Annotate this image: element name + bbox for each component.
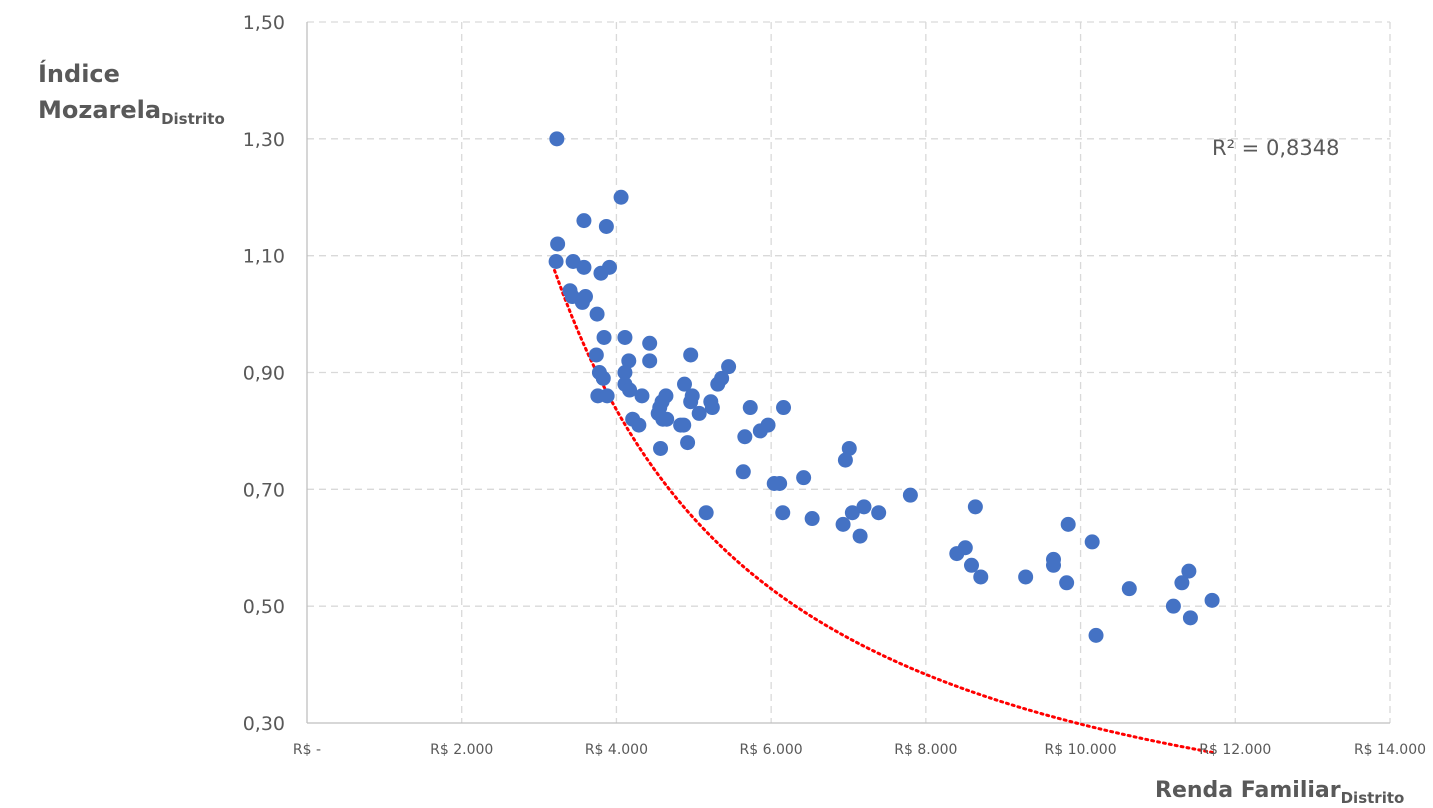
data-point	[1204, 592, 1220, 608]
data-point	[1174, 575, 1190, 591]
y-tick-label: 0,70	[243, 479, 285, 501]
data-point	[902, 487, 918, 503]
data-point	[721, 359, 737, 375]
data-point	[613, 189, 629, 205]
data-point	[1059, 575, 1075, 591]
data-point	[796, 470, 812, 486]
y-tick-label: 0,90	[243, 363, 285, 385]
y-tick-label: 1,50	[243, 12, 285, 34]
trendline-layer	[553, 268, 1218, 755]
data-point	[844, 505, 860, 521]
data-point	[1121, 581, 1137, 597]
data-point	[856, 499, 872, 515]
data-point	[621, 353, 637, 369]
data-point	[776, 400, 792, 416]
x-tick-label: R$ 12.000	[1199, 742, 1271, 758]
data-point	[680, 435, 696, 451]
data-point	[804, 511, 820, 527]
data-point	[1084, 534, 1100, 550]
x-tick-label: R$ 6.000	[740, 742, 803, 758]
x-axis-title: Renda FamiliarDistrito	[1155, 778, 1404, 807]
x-axis-title-subscript: Distrito	[1340, 789, 1405, 807]
data-point	[576, 259, 592, 275]
data-point	[1018, 569, 1034, 585]
data-point	[735, 464, 751, 480]
data-point	[593, 265, 609, 281]
x-tick-label: R$ 4.000	[585, 742, 648, 758]
data-point	[1060, 516, 1076, 532]
data-point	[1181, 563, 1197, 579]
data-point	[550, 236, 566, 252]
data-point	[598, 218, 614, 234]
x-axis-title-main: Renda Familiar	[1155, 778, 1341, 803]
x-tick-label: R$ 10.000	[1045, 742, 1117, 758]
data-point	[710, 376, 726, 392]
axis-layer	[306, 22, 1390, 724]
x-tick-label: R$ 8.000	[894, 742, 957, 758]
data-point	[835, 516, 851, 532]
data-point	[973, 569, 989, 585]
data-point	[589, 306, 605, 322]
y-tick-label: 0,30	[243, 713, 285, 735]
data-point	[691, 405, 707, 421]
data-point	[949, 546, 965, 562]
r-squared-label: R² = 0,8348	[1212, 136, 1340, 160]
y-axis-title-line1: Índice	[38, 60, 120, 88]
x-tick-label: R$ -	[293, 742, 321, 758]
data-point	[1045, 557, 1061, 573]
data-point	[642, 335, 658, 351]
data-point	[549, 131, 565, 147]
data-point	[683, 394, 699, 410]
data-point	[841, 440, 857, 456]
data-point	[574, 294, 590, 310]
y-tick-label: 1,30	[243, 129, 285, 151]
data-point	[673, 417, 689, 433]
data-point	[588, 347, 604, 363]
data-point	[659, 411, 675, 427]
data-point	[631, 417, 647, 433]
data-point	[837, 452, 853, 468]
data-point	[698, 505, 714, 521]
y-tick-label: 0,50	[243, 596, 285, 618]
data-point	[752, 423, 768, 439]
points-layer	[548, 131, 1220, 643]
data-point	[617, 365, 633, 380]
data-point	[548, 254, 564, 270]
data-point	[1088, 627, 1104, 643]
data-point	[653, 440, 669, 456]
data-point	[963, 557, 979, 573]
grid-layer	[307, 21, 1391, 723]
data-point	[599, 388, 615, 404]
y-axis-title: Índice MozarelaDistrito	[38, 56, 225, 131]
data-point	[742, 400, 758, 416]
data-point	[704, 400, 720, 416]
data-point	[576, 213, 592, 229]
data-point	[737, 429, 753, 445]
tick-labels-layer: 0,30 0,50 0,70 0,90 1,10 1,30 1,50 R$ - R$ 2.000…	[243, 12, 1426, 758]
y-axis-title-line2: MozarelaDistrito	[38, 92, 225, 131]
x-tick-label: R$ 14.000	[1354, 742, 1426, 758]
data-point	[1165, 598, 1181, 614]
data-point	[622, 382, 638, 398]
data-point	[1182, 610, 1198, 626]
data-point	[677, 376, 693, 392]
x-tick-label: R$ 2.000	[430, 742, 493, 758]
y-axis-title-subscript: Distrito	[161, 110, 225, 128]
data-point	[595, 370, 611, 386]
data-point	[642, 353, 658, 369]
trendline	[553, 268, 1218, 755]
data-point	[634, 388, 650, 404]
data-point	[596, 329, 612, 345]
data-point	[852, 528, 868, 544]
y-axis-title-main: Mozarela	[38, 96, 162, 124]
data-point	[967, 499, 983, 515]
data-point	[871, 505, 887, 521]
data-point	[766, 475, 782, 491]
y-tick-label: 1,10	[243, 246, 285, 268]
data-point	[617, 329, 633, 345]
data-point	[683, 347, 699, 363]
data-point	[775, 505, 791, 521]
